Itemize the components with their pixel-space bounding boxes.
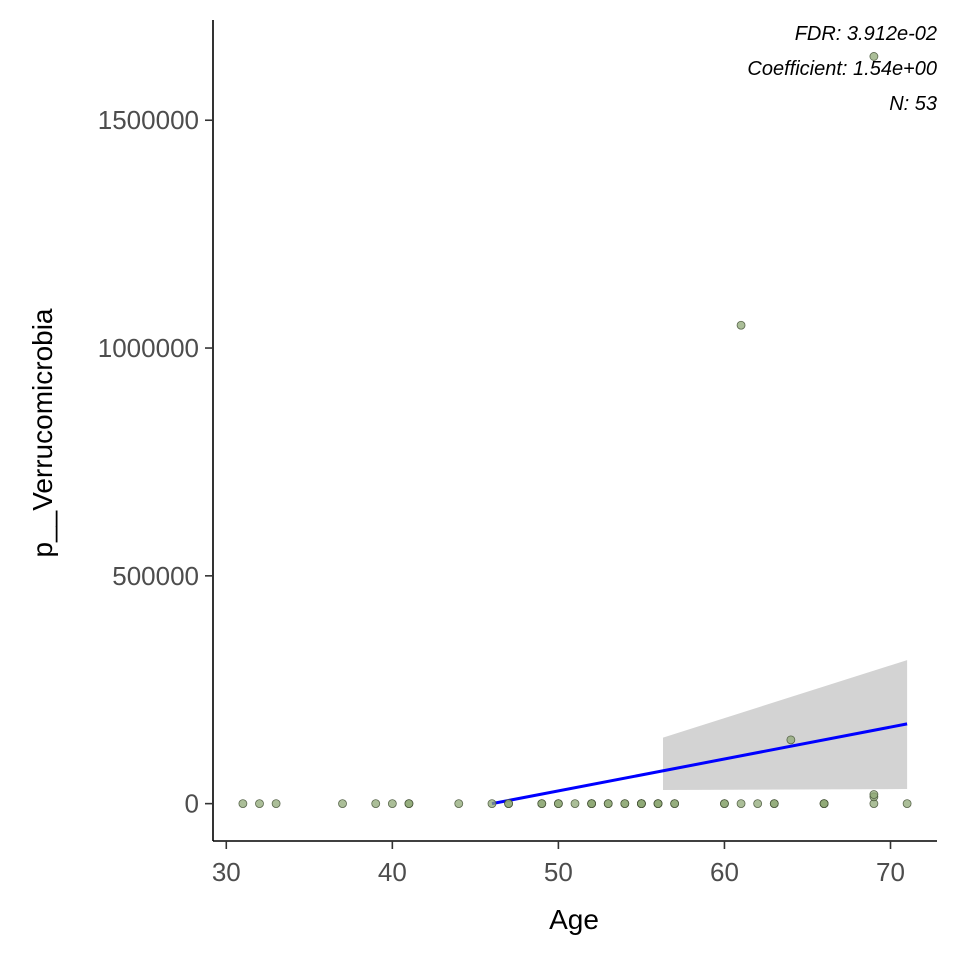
data-point: [570, 799, 580, 809]
x-tick-label: 30: [212, 857, 241, 887]
confidence-band: [663, 660, 908, 790]
data-point: [587, 799, 597, 809]
x-tick-label: 40: [378, 857, 407, 887]
data-point: [454, 799, 464, 809]
coefficient-annotation: Coefficient: 1.54e+00: [747, 58, 937, 80]
y-tick-label: 500000: [112, 561, 199, 591]
points-layer: [238, 52, 912, 809]
data-point: [869, 52, 879, 61]
data-point: [338, 799, 347, 809]
data-point: [786, 735, 796, 745]
confidence-band-layer: [663, 660, 908, 790]
x-axis-title: Age: [549, 904, 599, 935]
fit-line-layer: [491, 722, 908, 806]
y-tick-label: 1500000: [98, 105, 199, 135]
data-point: [720, 799, 729, 809]
data-point: [670, 799, 680, 809]
data-point: [537, 799, 547, 809]
axes-layer: 0 500000 1000000 1500000 30 40 50 60 70: [98, 20, 937, 887]
data-point: [553, 799, 563, 809]
data-point: [238, 799, 248, 809]
data-point: [404, 799, 414, 809]
regression-line: [491, 722, 908, 806]
data-point: [371, 799, 381, 809]
data-point: [869, 790, 879, 799]
x-tick-label: 60: [710, 857, 739, 887]
data-point: [271, 799, 281, 809]
data-point: [769, 799, 779, 809]
data-point: [620, 799, 630, 809]
y-axis-title: p__Verrucomicrobia: [27, 308, 58, 557]
data-point: [387, 799, 397, 809]
data-point: [653, 799, 663, 809]
data-point: [255, 799, 264, 809]
data-point: [487, 799, 497, 809]
fdr-annotation: FDR: 3.912e-02: [795, 23, 937, 45]
data-point: [753, 799, 763, 809]
data-point: [819, 799, 829, 809]
y-tick-label: 1000000: [98, 333, 199, 363]
data-point: [736, 799, 746, 809]
data-point: [902, 799, 912, 809]
data-point: [504, 799, 513, 809]
data-point: [637, 799, 646, 809]
n-annotation: N: 53: [889, 93, 937, 115]
x-tick-label: 70: [876, 857, 905, 887]
y-tick-label: 0: [185, 789, 199, 819]
data-point: [603, 799, 613, 809]
data-point: [736, 320, 746, 330]
x-tick-label: 50: [544, 857, 573, 887]
